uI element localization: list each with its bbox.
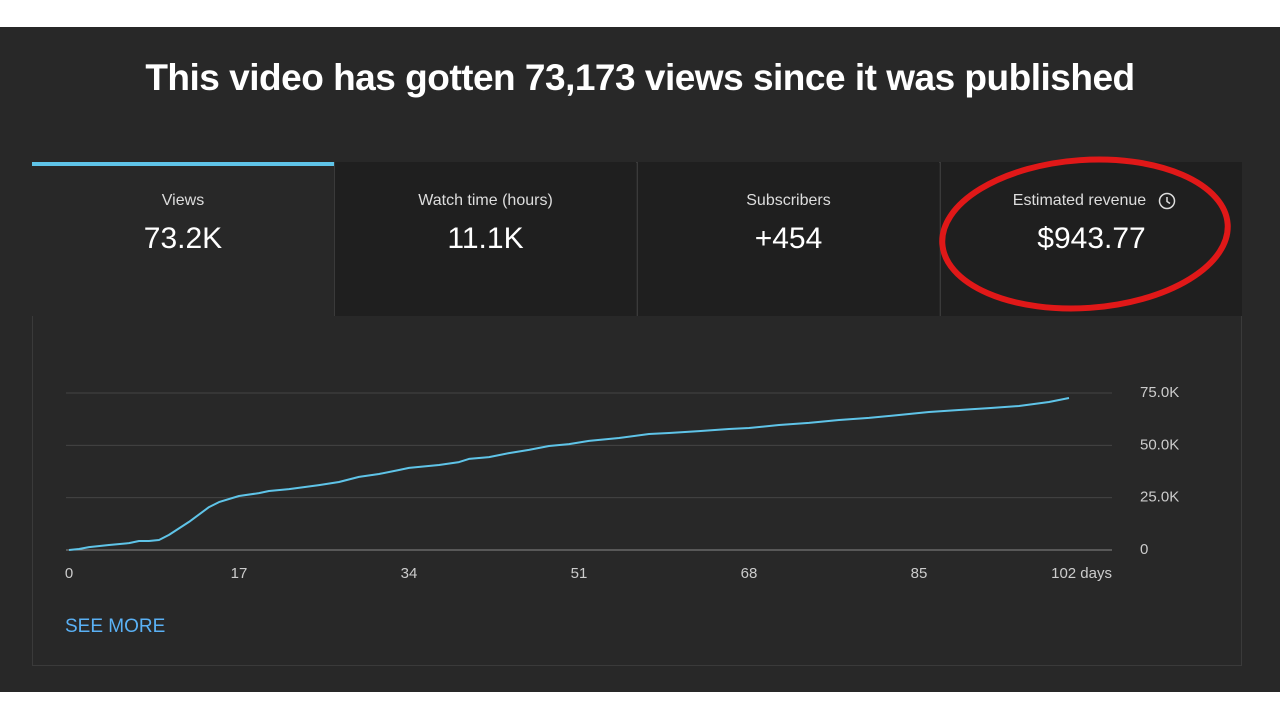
tab-value: 11.1K bbox=[447, 222, 524, 255]
subscribers-tab[interactable]: Subscribers +454 bbox=[637, 162, 939, 316]
tab-value: $943.77 bbox=[1037, 222, 1146, 255]
views-tab[interactable]: Views 73.2K bbox=[32, 162, 334, 316]
panel bbox=[0, 27, 1280, 692]
tab-value: +454 bbox=[754, 222, 823, 255]
watch-time-tab[interactable]: Watch time (hours) 11.1K bbox=[334, 162, 636, 316]
see-more-link[interactable]: SEE MORE bbox=[65, 616, 166, 637]
tab-label: Subscribers bbox=[746, 192, 831, 209]
headline: This video has gotten 73,173 views since… bbox=[145, 57, 1135, 98]
tab-label: Watch time (hours) bbox=[418, 192, 553, 209]
tab-label: Views bbox=[161, 192, 205, 209]
revenue-tab[interactable]: Estimated revenue $943.77 bbox=[940, 162, 1242, 316]
tab-label: Estimated revenue bbox=[1012, 192, 1147, 209]
tab-value: 73.2K bbox=[143, 222, 223, 255]
